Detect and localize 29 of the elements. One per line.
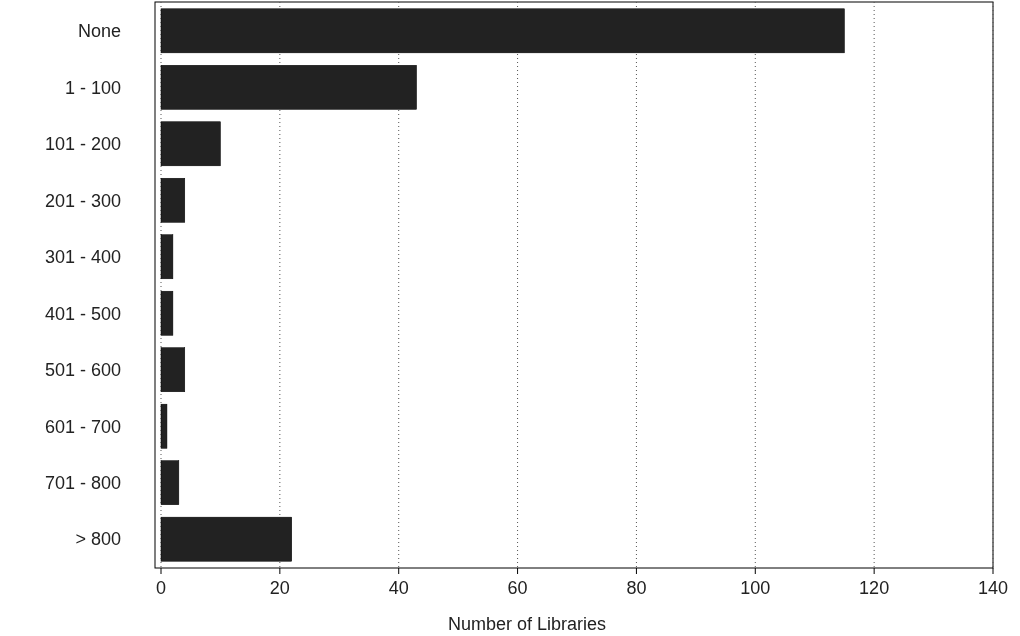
x-tick-label: 60: [507, 578, 528, 598]
y-tick-label: 1 - 100: [64, 77, 121, 98]
bar: [160, 8, 845, 54]
x-tick-label: 40: [388, 578, 409, 598]
bar: [160, 403, 168, 449]
y-tick-label: > 800: [75, 529, 121, 550]
x-tick-label: 0: [155, 578, 167, 598]
bar: [160, 290, 174, 336]
bar: [160, 516, 292, 562]
y-tick-label: 601 - 700: [44, 416, 121, 437]
bar: [160, 460, 180, 505]
x-tick-label: 100: [740, 578, 771, 598]
x-tick-label: 120: [859, 578, 890, 598]
x-tick-label: 20: [269, 578, 290, 598]
x-tick-label: 80: [626, 578, 647, 598]
y-tick-label: 501 - 600: [44, 360, 121, 381]
x-axis-title: Number of Libraries: [447, 614, 607, 634]
y-tick-label: 701 - 800: [44, 473, 121, 493]
bar: [160, 121, 221, 167]
bar: [160, 234, 174, 280]
y-tick-label: 101 - 200: [44, 134, 121, 155]
bar: [160, 347, 186, 393]
y-tick-label: 201 - 300: [44, 190, 121, 211]
bar: [160, 65, 417, 110]
y-tick-label: 301 - 400: [44, 247, 121, 268]
bar: [160, 177, 186, 223]
y-tick-label: None: [77, 21, 121, 42]
y-tick-label: 401 - 500: [44, 303, 121, 324]
x-tick-label: 140: [977, 578, 1009, 598]
